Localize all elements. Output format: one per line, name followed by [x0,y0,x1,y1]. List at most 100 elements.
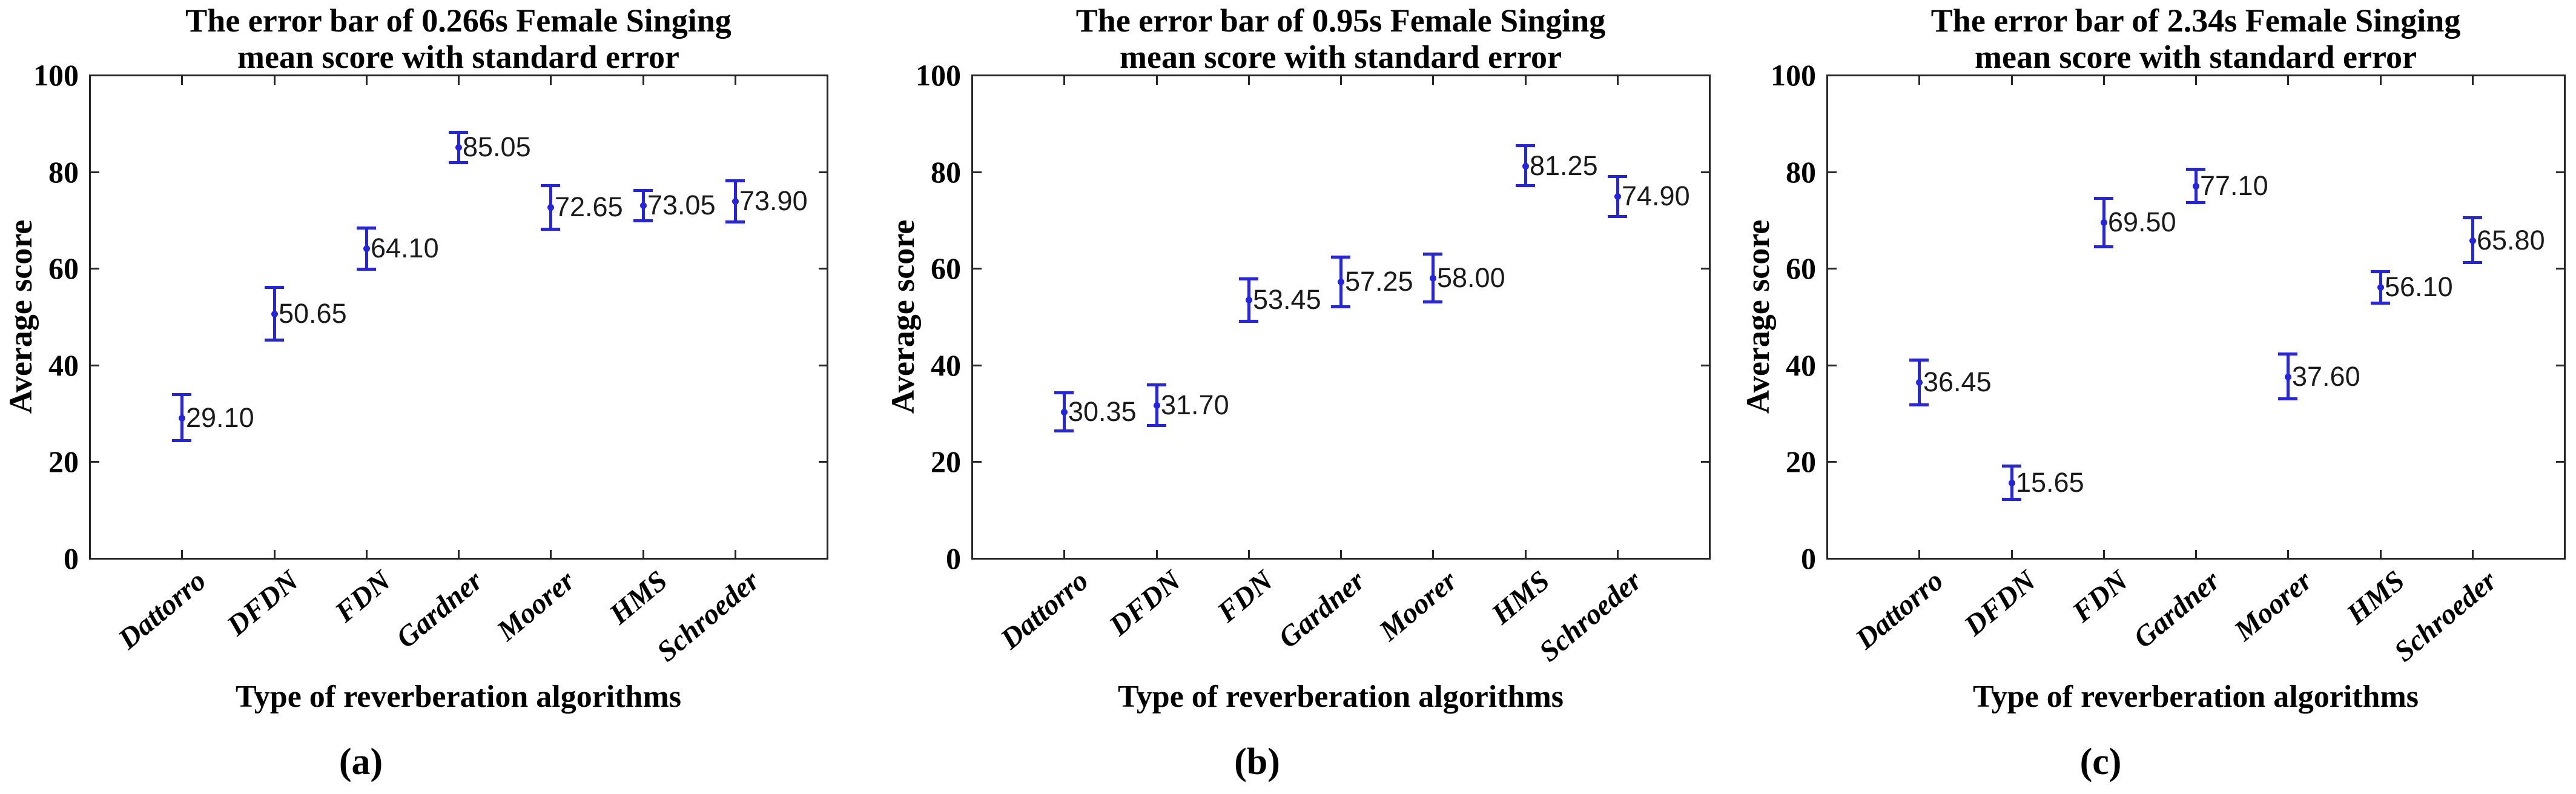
error-bar-cap-bottom [1516,184,1535,187]
error-bar-cap-bottom [2371,302,2390,305]
y-tick-mark-left [973,268,982,270]
data-value-label: 36.45 [1923,366,1992,397]
y-tick-label: 20 [931,445,961,478]
x-tick-mark-bottom [1617,550,1619,558]
x-tick-mark-bottom [2011,550,2013,558]
y-axis-label: Average score [885,219,921,414]
y-tick-label: 60 [931,251,961,285]
data-value-label: 85.05 [463,131,531,162]
error-bar-cap-top [1909,359,1929,362]
data-point-marker [1916,379,1923,386]
subplot-a: The error bar of 0.266s Female Singing me… [0,0,859,794]
y-tick-mark-left [1828,365,1837,366]
error-bar-cap-bottom [1423,300,1442,303]
error-bar-cap-bottom [1239,320,1258,323]
data-point-marker [1522,163,1529,170]
y-tick-mark-left [91,365,99,366]
plot-box [1826,74,2566,560]
x-tick-mark-bottom [458,550,460,558]
y-tick-mark-right [819,171,827,173]
y-tick-label: 80 [931,155,961,189]
x-tick-mark-bottom [1432,550,1434,558]
x-tick-mark-top [1248,76,1250,85]
error-bar-cap-bottom [1054,429,1074,432]
x-tick-mark-bottom [735,550,736,558]
x-tick-mark-top [2011,76,2013,85]
y-tick-mark-right [2556,268,2564,270]
error-bar-cap-top [449,131,468,134]
data-value-label: 30.35 [1068,396,1137,427]
y-tick-mark-right [1701,461,1709,463]
y-tick-mark-left [1828,268,1837,270]
error-bar-cap-top [2371,270,2390,273]
data-value-label: 74.90 [1622,180,1690,211]
x-tick-mark-top [366,76,368,85]
x-tick-mark-top [458,76,460,85]
error-bar-cap-top [1239,277,1258,280]
data-value-label: 50.65 [279,298,347,329]
error-bar-cap-bottom [2094,245,2113,248]
data-value-label: 72.65 [555,191,623,222]
data-point-marker [2377,284,2384,291]
x-tick-mark-bottom [181,550,183,558]
y-tick-mark-right [1701,268,1709,270]
data-point-marker [547,204,554,211]
x-tick-mark-bottom [1063,550,1065,558]
chart-title-line-1: The error bar of 0.266s Female Singing [185,2,732,39]
error-bar-cap-bottom [2463,261,2482,264]
data-point-marker [2285,374,2291,380]
y-tick-mark-left [91,171,99,173]
y-tick-mark-left [91,461,99,463]
data-point-marker [455,144,462,151]
x-tick-mark-bottom [642,550,644,558]
error-bar-cap-top [1516,144,1535,147]
y-tick-mark-left [1828,171,1837,173]
chart-title: The error bar of 0.95s Female Singing mea… [972,2,1709,75]
y-tick-label: 0 [946,541,961,575]
x-tick-mark-top [2287,76,2289,85]
data-point-marker [1154,402,1160,409]
x-tick-mark-top [2195,76,2197,85]
error-bar-cap-bottom [449,161,468,164]
error-bar-cap-bottom [1909,403,1929,406]
data-point-marker [1430,275,1436,282]
chart-title-line-2: mean score with standard error [237,39,679,75]
y-tick-label: 40 [1786,348,1816,382]
y-tick-label: 80 [1786,155,1816,189]
x-tick-mark-top [642,76,644,85]
y-tick-label: 100 [916,58,961,92]
y-tick-mark-right [2556,461,2564,463]
x-tick-mark-bottom [1918,550,1920,558]
data-value-label: 56.10 [2385,271,2453,302]
y-tick-label: 60 [1786,251,1816,285]
error-bar-cap-bottom [265,339,284,342]
y-tick-mark-right [2556,365,2564,366]
error-bar-cap-top [2278,352,2297,356]
x-tick-mark-bottom [2287,550,2289,558]
error-bar-cap-bottom [1147,424,1166,427]
data-value-label: 57.25 [1345,266,1413,297]
x-tick-mark-top [1063,76,1065,85]
data-value-label: 37.60 [2292,361,2360,392]
data-value-label: 73.90 [739,185,808,216]
data-value-label: 15.65 [2016,467,2084,498]
chart-title-line-1: The error bar of 2.34s Female Singing [1930,2,2461,39]
subplot-b: The error bar of 0.95s Female Singing mea… [859,0,1717,794]
data-point-marker [640,202,647,209]
x-tick-mark-top [2380,76,2382,85]
x-tick-mark-bottom [1525,550,1527,558]
y-tick-mark-left [973,365,982,366]
x-tick-mark-top [1432,76,1434,85]
x-tick-mark-top [1617,76,1619,85]
subplot-caption: (c) [2079,741,2122,782]
error-bar-cap-top [2463,216,2482,219]
y-tick-mark-right [819,365,827,366]
data-value-label: 53.45 [1253,284,1321,315]
x-axis-label: Type of reverberation algorithms [1972,680,2419,714]
error-bar-cap-bottom [1331,305,1350,308]
data-point-marker [271,311,278,317]
y-tick-label: 0 [64,541,79,575]
error-bar-cap-top [1331,256,1350,259]
y-tick-label: 40 [931,348,961,382]
chart-title-line-2: mean score with standard error [1975,39,2417,75]
